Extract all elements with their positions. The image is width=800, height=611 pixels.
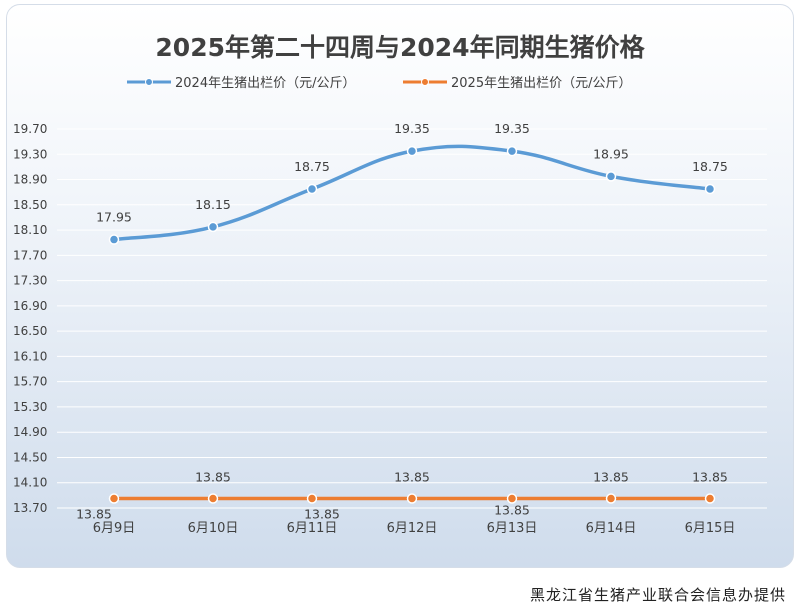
data-point xyxy=(207,493,219,504)
data-label: 13.85 xyxy=(304,507,340,522)
data-label: 13.85 xyxy=(593,470,629,485)
y-tick-label: 16.50 xyxy=(13,324,47,338)
y-tick-label: 14.50 xyxy=(13,450,47,464)
data-point xyxy=(306,493,318,504)
gridlines xyxy=(57,128,767,509)
data-labels: 17.95 18.15 18.75 19.35 19.35 18.95 18.75 13.85… xyxy=(76,121,728,521)
y-tick-label: 15.70 xyxy=(13,375,47,389)
y-axis: 19.70 19.30 18.90 18.50 18.10 17.70 17.30 16.90… xyxy=(13,122,47,515)
data-point xyxy=(406,493,418,504)
data-point xyxy=(605,493,617,504)
y-tick-label: 18.90 xyxy=(13,173,47,187)
data-label: 19.35 xyxy=(494,121,530,136)
x-axis: 6月9日 6月10日 6月11日 6月12日 6月13日 6月14日 6月15日 xyxy=(93,521,736,536)
y-tick-label: 16.10 xyxy=(13,349,47,363)
data-point xyxy=(605,171,617,182)
x-tick-label: 6月11日 xyxy=(287,521,338,536)
data-label: 18.75 xyxy=(692,159,728,174)
legend-label: 2025年生猪出栏价（元/公斤） xyxy=(451,76,631,91)
y-tick-label: 17.70 xyxy=(13,248,47,262)
data-point xyxy=(506,493,518,504)
data-label: 19.35 xyxy=(394,121,430,136)
line-chart: 2025年第二十四周与2024年同期生猪价格 2024年生猪出栏价（元/公斤） 2… xyxy=(13,33,767,536)
data-point xyxy=(704,493,716,504)
data-point xyxy=(704,183,716,195)
x-tick-label: 6月12日 xyxy=(387,521,438,536)
y-tick-label: 14.90 xyxy=(13,425,47,439)
chart-card: 2025年第二十四周与2024年同期生猪价格 2024年生猪出栏价（元/公斤） 2… xyxy=(6,4,794,568)
y-tick-label: 19.30 xyxy=(13,147,47,161)
data-point xyxy=(108,493,120,504)
data-label: 18.95 xyxy=(593,146,629,161)
data-label: 18.15 xyxy=(195,197,231,212)
data-label: 17.95 xyxy=(96,210,132,225)
y-tick-label: 16.90 xyxy=(13,299,47,313)
legend-swatch-marker xyxy=(145,78,153,86)
legend-label: 2024年生猪出栏价（元/公斤） xyxy=(175,76,355,91)
data-label: 13.85 xyxy=(195,470,231,485)
chart-title: 2025年第二十四周与2024年同期生猪价格 xyxy=(155,33,645,62)
y-tick-label: 15.30 xyxy=(13,400,47,414)
data-point xyxy=(207,221,219,233)
y-tick-label: 19.70 xyxy=(13,122,47,136)
data-label: 13.85 xyxy=(394,470,430,485)
x-tick-label: 6月14日 xyxy=(586,521,637,536)
source-note: 黑龙江省生猪产业联合会信息办提供 xyxy=(529,586,786,604)
data-label: 13.85 xyxy=(692,470,728,485)
data-point xyxy=(108,234,120,245)
legend: 2024年生猪出栏价（元/公斤） 2025年生猪出栏价（元/公斤） xyxy=(127,76,631,91)
series-group xyxy=(108,144,716,504)
y-tick-label: 17.30 xyxy=(13,274,47,288)
y-tick-label: 18.50 xyxy=(13,198,47,212)
x-tick-label: 6月15日 xyxy=(685,521,736,536)
data-label: 13.85 xyxy=(76,507,112,522)
data-point xyxy=(306,183,318,195)
data-label: 13.85 xyxy=(494,503,530,518)
data-label: 18.75 xyxy=(294,159,330,174)
x-tick-label: 6月9日 xyxy=(93,521,136,536)
y-tick-label: 13.70 xyxy=(13,501,47,515)
data-point xyxy=(506,145,518,157)
y-tick-label: 18.10 xyxy=(13,223,47,237)
y-tick-label: 14.10 xyxy=(13,476,47,490)
x-tick-label: 6月10日 xyxy=(188,521,239,536)
data-point xyxy=(406,145,418,157)
x-tick-label: 6月13日 xyxy=(487,521,538,536)
legend-swatch-marker xyxy=(421,78,429,86)
